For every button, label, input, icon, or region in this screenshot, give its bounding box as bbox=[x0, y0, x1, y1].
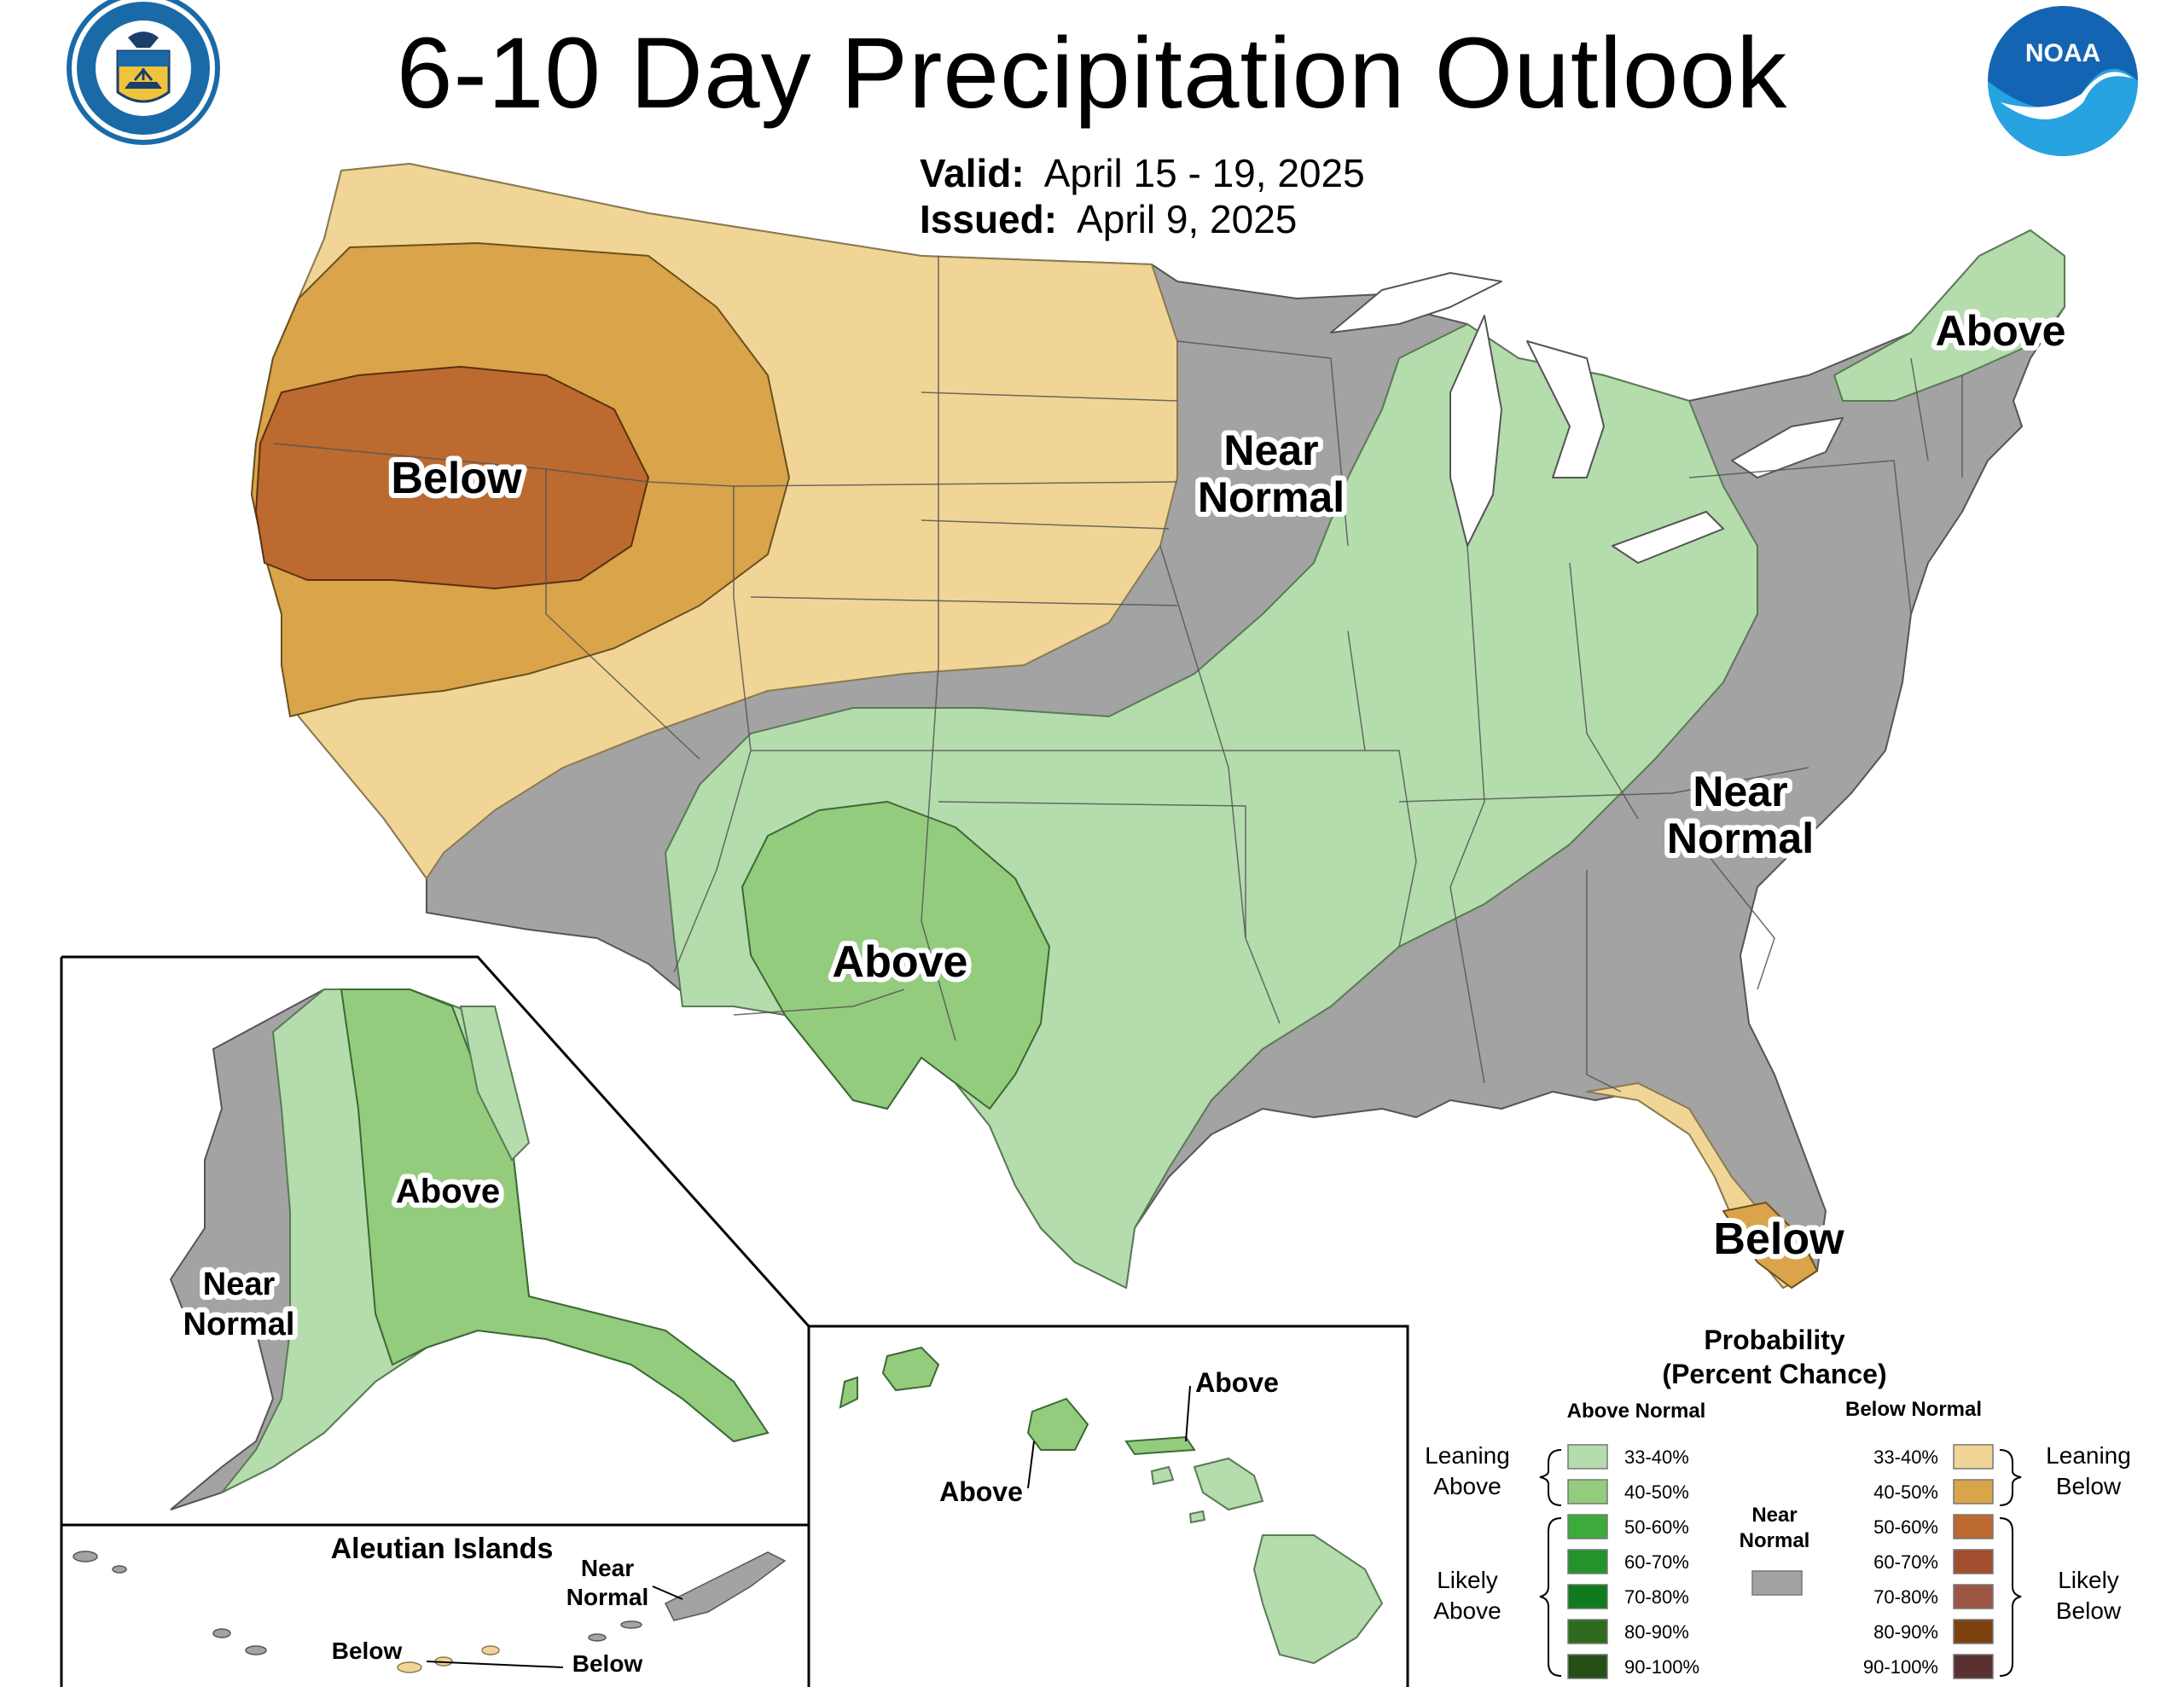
below-range-6: 80-90% bbox=[1873, 1621, 1938, 1643]
swatch-below-90-100 bbox=[1953, 1654, 1994, 1679]
aleutian-below-islands bbox=[397, 1645, 500, 1673]
alaska-label-above: Above bbox=[396, 1173, 500, 1210]
below-swatches bbox=[1953, 1444, 1994, 1679]
swatch-near-normal bbox=[1751, 1570, 1803, 1596]
legend-likely-below-2: Below bbox=[2056, 1597, 2122, 1624]
legend-title-1: Probability bbox=[1704, 1325, 1845, 1355]
aleutian-title: Aleutian Islands bbox=[331, 1533, 554, 1565]
swatch-above-50-60 bbox=[1567, 1514, 1608, 1539]
above-range-7: 90-100% bbox=[1624, 1656, 1699, 1678]
above-range-3: 50-60% bbox=[1624, 1516, 1689, 1538]
legend-likely-below-1: Likely bbox=[2058, 1567, 2119, 1593]
swatch-below-50-60 bbox=[1953, 1514, 1994, 1539]
hawaii-label-above-top: Above bbox=[1195, 1367, 1279, 1398]
hawaii-big-island bbox=[1252, 1534, 1384, 1665]
above-range-labels: 33-40% 40-50% 50-60% 60-70% 70-80% 80-90… bbox=[1624, 1446, 1699, 1678]
alaska-above-40-50 bbox=[340, 988, 770, 1443]
conus-map: Below Near Normal Above Near Normal Abov… bbox=[251, 163, 2071, 1289]
legend-leaning-below-2: Below bbox=[2056, 1473, 2122, 1499]
label-north-near-1: Near bbox=[1223, 426, 1318, 474]
aleutian-label-near-1: Near bbox=[581, 1555, 634, 1581]
alaska-label-near-2: Normal bbox=[183, 1307, 295, 1342]
legend-braces bbox=[1539, 1449, 2022, 1677]
doc-seal-logo bbox=[67, 0, 220, 145]
noaa-logo-text: NOAA bbox=[2025, 39, 2100, 67]
swatch-below-80-90 bbox=[1953, 1619, 1994, 1644]
below-range-2: 40-50% bbox=[1873, 1481, 1938, 1503]
issued-date: Issued: April 9, 2025 bbox=[920, 196, 1297, 242]
below-range-7: 90-100% bbox=[1863, 1656, 1938, 1678]
label-west-below: Below bbox=[391, 454, 522, 503]
above-range-5: 70-80% bbox=[1624, 1586, 1689, 1608]
legend-below-header: Below Normal bbox=[1845, 1398, 1982, 1421]
swatch-above-80-90 bbox=[1567, 1619, 1608, 1644]
map-title: 6-10 Day Precipitation Outlook bbox=[396, 17, 1788, 130]
lanai bbox=[1150, 1465, 1175, 1486]
alaska-above-33-40-ne bbox=[459, 1006, 531, 1162]
aleutian-label-near-2: Normal bbox=[566, 1584, 648, 1610]
swatch-above-60-70 bbox=[1567, 1549, 1608, 1574]
alaska-inset: Above Near Normal Aleutian Islands Near … bbox=[60, 955, 1409, 1687]
below-range-1: 33-40% bbox=[1873, 1446, 1938, 1468]
swatch-below-33-40 bbox=[1953, 1444, 1994, 1470]
legend: Probability (Percent Chance) Above Norma… bbox=[1425, 1325, 2131, 1679]
swatch-above-33-40 bbox=[1567, 1444, 1608, 1470]
below-range-4: 60-70% bbox=[1873, 1551, 1938, 1573]
below-40-50-florida bbox=[1722, 1202, 1818, 1289]
below-50-60-west bbox=[255, 366, 649, 589]
swatch-below-40-50 bbox=[1953, 1479, 1994, 1504]
legend-likely-above-2: Above bbox=[1433, 1597, 1501, 1624]
above-range-2: 40-50% bbox=[1624, 1481, 1689, 1503]
hawaii-label-above-left: Above bbox=[939, 1476, 1023, 1507]
legend-leaning-above-1: Leaning bbox=[1425, 1442, 1510, 1469]
aleutian-chain bbox=[73, 1551, 787, 1655]
legend-above-header: Above Normal bbox=[1567, 1400, 1706, 1423]
swatch-above-70-80 bbox=[1567, 1584, 1608, 1609]
legend-near-1: Near bbox=[1751, 1504, 1797, 1527]
legend-near-2: Normal bbox=[1740, 1529, 1810, 1552]
kahoolawe bbox=[1188, 1510, 1206, 1524]
legend-title-2: (Percent Chance) bbox=[1662, 1359, 1886, 1389]
above-range-6: 80-90% bbox=[1624, 1621, 1689, 1643]
label-se-near-2: Normal bbox=[1667, 815, 1814, 862]
above-range-1: 33-40% bbox=[1624, 1446, 1689, 1468]
aleutian-label-below-right: Below bbox=[572, 1650, 643, 1677]
valid-value: April 15 - 19, 2025 bbox=[1043, 151, 1365, 195]
legend-leaning-above-2: Above bbox=[1433, 1473, 1501, 1499]
oahu bbox=[1026, 1397, 1089, 1451]
swatch-above-40-50 bbox=[1567, 1479, 1608, 1504]
state-lines bbox=[272, 256, 1963, 1093]
label-sw-above: Above bbox=[833, 937, 968, 987]
molokai bbox=[1124, 1435, 1196, 1456]
hawaii-inset: Above Above bbox=[839, 1346, 1384, 1665]
swatch-below-60-70 bbox=[1953, 1549, 1994, 1574]
issued-label: Issued: bbox=[920, 197, 1058, 241]
below-range-labels: 33-40% 40-50% 50-60% 60-70% 70-80% 80-90… bbox=[1863, 1446, 1938, 1678]
valid-label: Valid: bbox=[920, 151, 1025, 195]
niihau bbox=[839, 1376, 858, 1409]
label-ne-above: Above bbox=[1936, 307, 2066, 355]
label-fl-below: Below bbox=[1713, 1215, 1844, 1264]
swatch-below-70-80 bbox=[1953, 1584, 1994, 1609]
kauai bbox=[881, 1346, 940, 1392]
alaska-label-near-1: Near bbox=[203, 1267, 276, 1302]
swatch-above-90-100 bbox=[1567, 1654, 1608, 1679]
maui bbox=[1193, 1457, 1264, 1511]
issued-value: April 9, 2025 bbox=[1077, 197, 1298, 241]
label-se-near-1: Near bbox=[1693, 768, 1787, 815]
below-range-3: 50-60% bbox=[1873, 1516, 1938, 1538]
legend-likely-above-1: Likely bbox=[1437, 1567, 1498, 1593]
above-40-50-southwest bbox=[741, 801, 1050, 1110]
noaa-logo: NOAA bbox=[1988, 6, 2138, 156]
above-swatches bbox=[1567, 1444, 1608, 1679]
aleutian-label-below-left: Below bbox=[332, 1638, 403, 1664]
above-range-4: 60-70% bbox=[1624, 1551, 1689, 1573]
valid-dates: Valid: April 15 - 19, 2025 bbox=[920, 150, 1365, 196]
below-range-5: 70-80% bbox=[1873, 1586, 1938, 1608]
label-north-near-2: Normal bbox=[1198, 473, 1345, 521]
legend-leaning-below-1: Leaning bbox=[2046, 1442, 2131, 1469]
above-33-40-maine bbox=[1833, 229, 2065, 402]
